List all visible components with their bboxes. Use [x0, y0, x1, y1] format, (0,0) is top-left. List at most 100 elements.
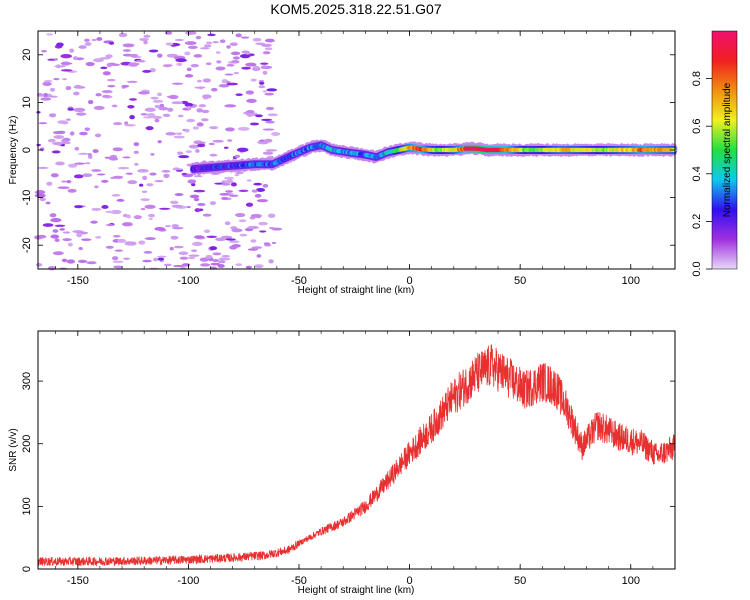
spectrogram-noise-blob [127, 180, 138, 185]
spectrogram-noise-blob [67, 108, 74, 111]
spectrogram-noise-blob [162, 64, 172, 68]
spectrogram-noise-blob [212, 139, 224, 143]
spectrogram-noise-blob [72, 56, 79, 61]
spectrogram-noise-blob [142, 259, 152, 263]
spectrogram-noise-blob [60, 141, 71, 145]
spectrogram-noise-blob [249, 122, 260, 126]
spectrogram-noise-blob [49, 213, 57, 218]
spectrogram-noise-blob [230, 51, 241, 56]
spectrogram-noise-blob [78, 152, 89, 155]
spectrogram-noise-blob [66, 180, 72, 184]
spectrogram-noise-blob [57, 186, 70, 190]
spectrogram-noise-blob [176, 62, 183, 66]
spectrogram-noise-blob [55, 161, 65, 166]
spectrogram-noise-blob [163, 263, 172, 267]
spectrogram-noise-blob [186, 67, 192, 72]
spectrogram-noise-blob [202, 94, 212, 99]
spectrogram-noise-blob [69, 48, 75, 53]
spectrogram-noise-blob [203, 44, 212, 48]
spectrogram-noise-blob [239, 233, 248, 237]
spectrogram-noise-blob [235, 263, 243, 267]
spectrogram-noise-blob [60, 139, 66, 142]
spectrogram-noise-blob [39, 197, 46, 202]
spectrogram-noise-blob [112, 147, 123, 152]
spectrogram-noise-blob [51, 141, 64, 146]
spectrogram-noise-blob [77, 259, 88, 264]
spectrogram-noise-blob [219, 39, 226, 43]
spectrogram-noise-blob [192, 241, 203, 247]
spectrogram-noise-blob [91, 38, 97, 42]
spectrogram-x-ticks: -150 -100 -50 0 50 100 [55, 31, 676, 287]
y-tick-label: 10 [21, 96, 33, 108]
spectrogram-noise-blob [150, 153, 155, 156]
spectrogram-noise-blob [258, 221, 269, 226]
spectrogram-noise-blob [117, 166, 130, 170]
spectrogram-noise-blob [112, 234, 121, 238]
spectrogram-noise-blob [200, 263, 211, 267]
spectrogram-noise-blob [56, 130, 66, 134]
spectrogram-noise-blob [114, 249, 124, 252]
spectrogram-noise-blob [240, 36, 250, 39]
spectrogram-noise-blob [247, 113, 253, 117]
spectrogram-noise-blob [247, 53, 255, 57]
spectrogram-noise-blob [197, 202, 206, 207]
spectrogram-noise-blob [184, 41, 197, 46]
spectrogram-noise-blob [42, 223, 54, 227]
spectrogram-noise-blob [165, 132, 177, 136]
spectrogram-noise-blob [218, 257, 231, 261]
spectrogram-noise-blob [164, 225, 172, 228]
spectrogram-noise-blob [225, 238, 236, 241]
spectrogram-noise-blob [151, 115, 163, 119]
spectrogram-noise-blob [193, 197, 200, 202]
spectrogram-noise-blob [195, 149, 200, 153]
x-tick-label: -150 [67, 275, 89, 287]
spectrogram-noise-blob [175, 58, 187, 63]
spectrogram-noise-blob [163, 173, 170, 178]
spectrogram-noise-blob [261, 65, 268, 70]
spectrogram-noise-blob [142, 116, 155, 119]
spectrogram-noise-blob [181, 263, 191, 267]
spectrogram-noise-blob [245, 202, 254, 207]
spectrogram-noise-blob [113, 122, 123, 126]
spectrogram-noise-blob [191, 183, 196, 187]
spectrogram-noise-blob [84, 127, 91, 131]
colorbar-gradient [711, 30, 738, 270]
spectrogram-noise-blob [252, 65, 260, 70]
spectrogram-noise-blob [250, 78, 257, 82]
spectrogram-noise-blob [123, 257, 130, 260]
spectrogram-noise-blob [101, 179, 109, 183]
spectrogram-noise-blob [211, 258, 220, 263]
spectrogram-noise-blob [74, 146, 80, 151]
spectrogram-noise-blob [208, 142, 215, 146]
spectrogram-noise-blob [146, 112, 156, 118]
spectrogram-noise-blob [189, 194, 200, 199]
spectrogram-noise-blob [73, 91, 80, 96]
spectrogram-noise-blob [122, 43, 135, 48]
snr-frame [37, 330, 676, 570]
spectrogram-noise-blob [251, 246, 263, 249]
spectrogram-noise-blob [47, 138, 56, 143]
spectrogram-noise-blob [144, 237, 156, 240]
spectrogram-noise-blob [196, 79, 202, 83]
spectrogram-noise-blob [231, 59, 240, 64]
spectrogram-noise-blob [150, 96, 159, 100]
spectrogram-noise-blob [105, 54, 113, 58]
spectrogram-noise-blob [201, 118, 209, 122]
spectrogram-noise-blob [175, 132, 183, 136]
spectrogram-noise-blob [217, 264, 225, 268]
colorbar-tick-label: 0.2 [691, 214, 703, 229]
spectrogram-noise-blob [251, 189, 258, 193]
spectrogram-noise-blob [95, 93, 102, 97]
spectrogram-noise-blob [198, 104, 207, 108]
spectrogram-noise-blob [53, 58, 59, 61]
spectrogram-noise-blob [262, 183, 269, 188]
spectrogram-noise-blob [49, 87, 56, 92]
spectrogram-noise-blob [108, 41, 115, 45]
snr-y-ticks: 0 100 200 300 [21, 372, 675, 572]
spectrogram-noise-blob [178, 251, 189, 255]
snr-x-ticks: -150 -100 -50 0 50 100 [55, 331, 676, 587]
spectrogram-noise-blob [190, 64, 199, 68]
spectrogram-noise-blob [35, 263, 43, 267]
spectrogram-noise-blob [221, 255, 231, 258]
